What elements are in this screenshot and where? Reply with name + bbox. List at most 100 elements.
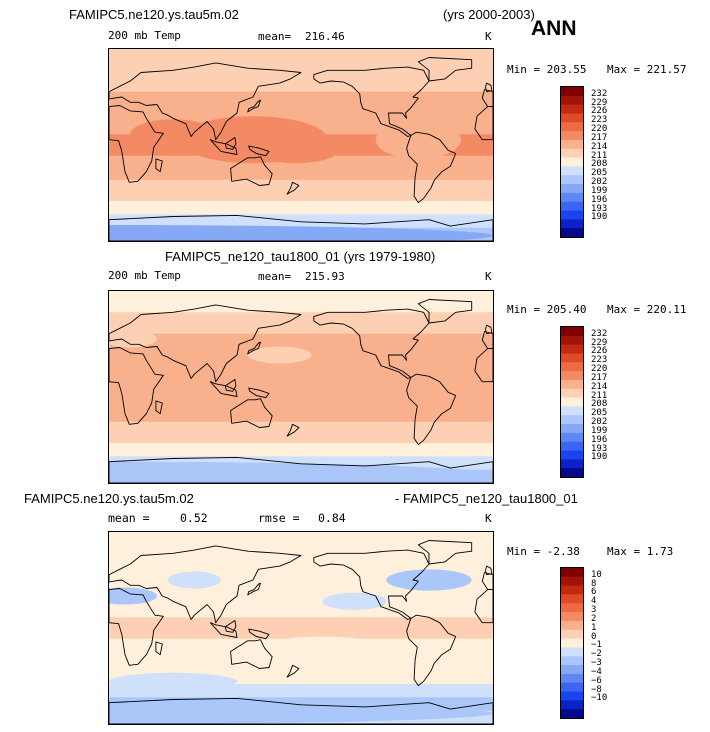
colorbar-tick-label: −8 <box>591 684 602 695</box>
zonal-band <box>109 49 493 71</box>
colorbar-tick-label: 202 <box>591 417 608 428</box>
colorbar-tick-label: 208 <box>591 159 608 170</box>
field-region <box>322 592 387 610</box>
panel3-rmse-value: 0.84 <box>318 511 346 525</box>
colorbar-tick-label: 0 <box>591 631 597 642</box>
colorbar-swatch <box>561 335 583 346</box>
colorbar-swatch <box>561 166 583 176</box>
colorbar-tick-label: 208 <box>591 399 608 410</box>
panel1-title-years: (yrs 2000-2003) <box>443 7 535 22</box>
zonal-band <box>109 201 493 215</box>
colorbar-tick-label: −2 <box>591 649 602 660</box>
panel3-colorbar <box>560 567 584 719</box>
colorbar-swatch <box>561 468 583 477</box>
continent-outline <box>474 106 493 141</box>
field-region <box>109 330 157 348</box>
colorbar-tick-label: 226 <box>591 346 608 357</box>
colorbar-tick-label: 217 <box>591 132 608 143</box>
continent-outline <box>247 341 261 355</box>
zonal-band <box>109 617 493 640</box>
colorbar-swatch <box>561 432 583 443</box>
zonal-band <box>109 553 493 576</box>
zonal-band <box>109 532 493 554</box>
colorbar-swatch <box>561 612 583 622</box>
colorbar-tick-label: 211 <box>591 390 608 401</box>
panel2-min: Min = 205.40 <box>507 303 587 316</box>
colorbar-swatch <box>561 95 583 106</box>
continent-outline <box>109 304 302 383</box>
panel3-colorbar-svg <box>561 568 583 718</box>
colorbar-swatch <box>561 139 583 150</box>
colorbar-swatch <box>561 594 583 604</box>
colorbar-swatch <box>561 682 583 692</box>
colorbar-tick-label: 226 <box>591 106 608 117</box>
zonal-band <box>109 179 493 202</box>
field-region <box>375 120 462 159</box>
field-region <box>365 344 493 387</box>
colorbar-swatch <box>561 210 583 220</box>
colorbar-swatch <box>561 441 583 451</box>
field-region <box>109 461 493 483</box>
colorbar-tick-label: −1 <box>591 640 602 651</box>
colorbar-swatch <box>561 691 583 701</box>
field-region <box>109 587 157 605</box>
panel3-units: K <box>485 512 492 525</box>
colorbar-swatch <box>561 585 583 595</box>
colorbar-tick-label: 196 <box>591 434 608 445</box>
colorbar-swatch <box>561 228 583 237</box>
panel3-mean-value: 0.52 <box>180 511 208 525</box>
colorbar-swatch <box>561 344 583 354</box>
continent-outline <box>248 387 270 399</box>
colorbar-tick-label: −10 <box>591 693 608 704</box>
continent-outline <box>417 57 473 82</box>
panel1-colorbar-ticks: 232 229 226 223 220 217 214 211 208 205 202 199 196 1… <box>591 86 631 236</box>
panel2-title: FAMIPC5_ne120_tau1800_01 (yrs 1979-1980) <box>165 249 436 264</box>
continent-outline <box>485 324 493 335</box>
panel3-map <box>108 531 494 725</box>
colorbar-swatch <box>561 327 583 337</box>
colorbar-tick-label: 2 <box>591 613 597 624</box>
panel2-units: K <box>485 270 492 283</box>
colorbar-swatch <box>561 219 583 229</box>
colorbar-tick-label: −3 <box>591 658 602 669</box>
colorbar-swatch <box>561 175 583 185</box>
field-region <box>109 225 493 241</box>
continent-outline <box>474 348 493 383</box>
panel3-title-left: FAMIPC5.ne120.ys.tau5m.02 <box>24 491 194 506</box>
colorbar-swatch <box>561 371 583 381</box>
continent-outline <box>109 697 493 724</box>
continent-outline <box>286 664 300 678</box>
continent-outline <box>109 347 164 425</box>
continent-outline <box>248 628 270 640</box>
colorbar-swatch <box>561 709 583 718</box>
colorbar-swatch <box>561 388 583 398</box>
panel3-max: Max = 1.73 <box>607 545 674 558</box>
colorbar-tick-label: 199 <box>591 425 608 436</box>
colorbar-swatch <box>561 568 583 578</box>
field-region <box>130 119 216 150</box>
panel3-colorbar-ticks: 10 8 6 4 3 2 1 0 −1 −2 −3 −4 −6 −8 −10 <box>591 567 631 717</box>
panel2-colorbar-svg <box>561 327 583 477</box>
colorbar-swatch <box>561 620 583 631</box>
colorbar-swatch <box>561 379 583 390</box>
continent-outline <box>417 540 473 565</box>
colorbar-swatch <box>561 157 583 167</box>
colorbar-swatch <box>561 353 583 363</box>
continent-outline <box>109 214 493 241</box>
field-region <box>167 571 221 589</box>
zonal-band <box>109 312 493 335</box>
colorbar-tick-label: 232 <box>591 328 608 339</box>
panel3-map-svg <box>109 532 493 724</box>
panel1-min: Min = 203.55 <box>507 63 587 76</box>
colorbar-swatch <box>561 122 583 132</box>
colorbar-tick-label: 211 <box>591 150 608 161</box>
zonal-band <box>109 214 493 229</box>
colorbar-tick-label: −6 <box>591 675 602 686</box>
continent-outline <box>224 379 237 392</box>
field-region <box>109 672 237 690</box>
panel2-mean-label: mean= <box>258 270 292 283</box>
panel1-mean-label: mean= <box>258 30 292 43</box>
colorbar-swatch <box>561 362 583 372</box>
zonal-band <box>109 70 493 93</box>
zonal-band <box>109 91 493 114</box>
